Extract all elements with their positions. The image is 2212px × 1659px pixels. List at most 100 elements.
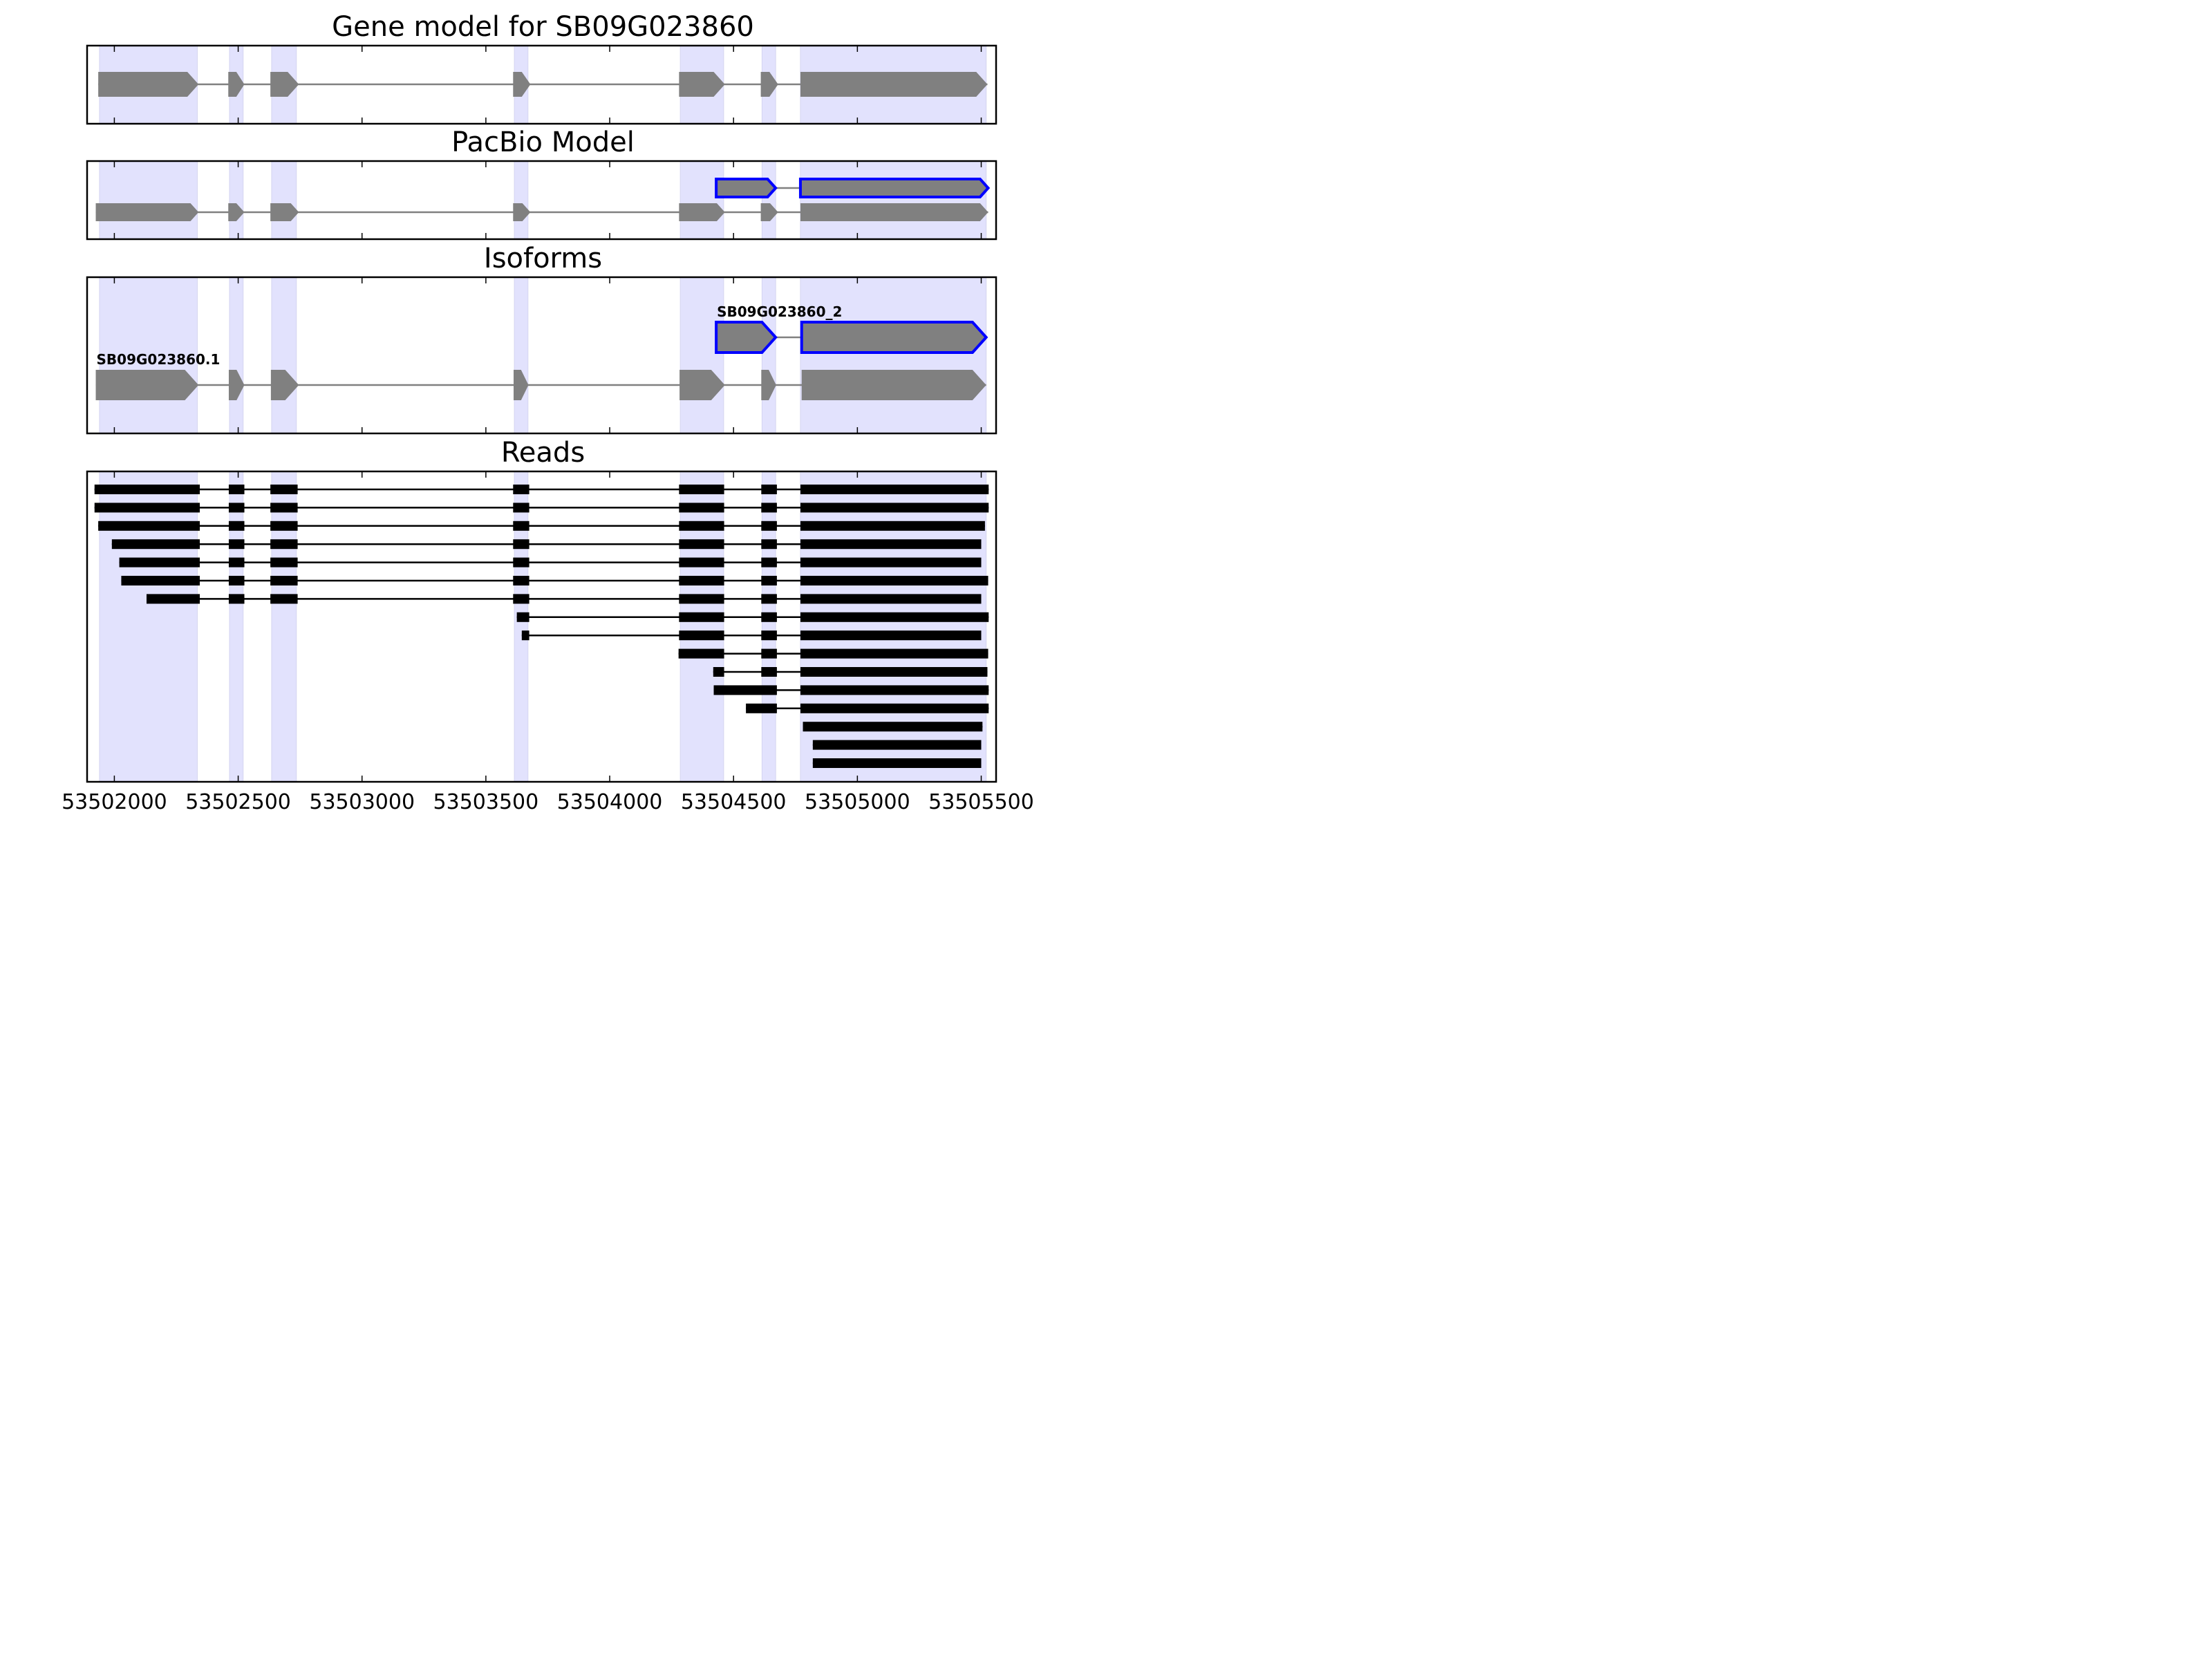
exon-highlight-band (99, 160, 198, 240)
read-block (800, 485, 989, 494)
read-block (111, 539, 200, 550)
read-block (121, 576, 200, 585)
panels-layer: Gene model for SB09G023860 PacBio Model Is… (86, 11, 997, 783)
transcript-track: SB09G023860_2 (715, 303, 988, 354)
read-block (679, 521, 724, 531)
transcript-track (95, 203, 988, 221)
exon-arrow (270, 370, 299, 400)
panel-frame (86, 276, 997, 435)
read-block (228, 539, 245, 550)
gene-structure-figure: Gene model for SB09G023860 PacBio Model Is… (62, 11, 1034, 813)
read-block (761, 521, 777, 531)
transcript-track (98, 72, 988, 97)
panel-1: Gene model for SB09G023860 (86, 11, 997, 125)
read-block (521, 630, 529, 641)
read-row (521, 630, 982, 641)
exon-highlight-band (761, 160, 776, 240)
read-block (228, 576, 245, 585)
read-row (94, 503, 989, 513)
exon-arrow (270, 72, 299, 97)
read-block (270, 485, 298, 494)
exon-arrow (228, 72, 245, 97)
x-tick-label: 53502000 (62, 790, 167, 813)
read-block (761, 539, 777, 550)
read-block (513, 521, 529, 531)
exon-arrow (800, 203, 988, 221)
read-block (270, 503, 298, 513)
exon-arrow (95, 370, 199, 400)
read-block (98, 521, 200, 531)
panel-frame (86, 160, 997, 241)
read-row (94, 485, 989, 494)
read-block (270, 594, 298, 604)
exon-arrow-outlined (798, 178, 991, 198)
read-block (270, 539, 298, 550)
exon-arrow (801, 370, 986, 400)
read-block (800, 557, 982, 568)
read-block (679, 503, 724, 513)
read-row (119, 557, 982, 568)
exon-arrow-outlined (715, 178, 778, 198)
read-block (800, 503, 989, 513)
exon-arrow (513, 72, 531, 97)
exon-highlight-band (229, 276, 244, 434)
exon-arrow (270, 203, 299, 221)
read-block (761, 485, 777, 494)
read-block (761, 648, 777, 659)
panel-title: PacBio Model (451, 126, 635, 158)
read-block (713, 685, 777, 695)
read-block (679, 576, 724, 585)
panel-frame (86, 44, 997, 125)
panel-title: Isoforms (484, 243, 602, 274)
exon-arrow (679, 72, 725, 97)
x-tick-label: 53505000 (805, 790, 910, 813)
read-block (228, 557, 245, 568)
exon-highlight-band (514, 160, 529, 240)
read-row (146, 594, 982, 604)
read-block (800, 667, 988, 677)
read-block (679, 485, 724, 494)
read-block (800, 576, 988, 585)
read-row (516, 612, 989, 622)
read-block (800, 521, 985, 531)
read-block (761, 630, 777, 641)
read-block (228, 521, 245, 531)
read-block (270, 576, 298, 585)
exon-highlight-band (514, 471, 529, 782)
exon-highlight-band (514, 276, 529, 434)
read-block (679, 630, 724, 641)
read-block (228, 503, 245, 513)
read-row (812, 758, 982, 768)
panel-4: Reads (86, 437, 997, 783)
read-block (800, 612, 989, 622)
x-tick-label: 53503500 (433, 790, 539, 813)
read-block (94, 485, 200, 494)
exon-arrow (761, 370, 776, 400)
x-tick-label: 53505500 (928, 790, 1034, 813)
read-block (761, 557, 777, 568)
isoform-label: SB09G023860_2 (717, 303, 842, 320)
exon-arrow (760, 72, 778, 97)
read-block (228, 594, 245, 604)
read-block (679, 539, 724, 550)
exon-highlight-band (761, 276, 776, 434)
read-row (812, 740, 982, 750)
read-block (270, 557, 298, 568)
exon-highlight-band (679, 276, 724, 434)
exon-arrow (679, 203, 725, 221)
exon-highlight-band (229, 471, 244, 782)
exon-highlight-band (679, 160, 724, 240)
read-block (761, 576, 777, 585)
exon-arrow (679, 370, 725, 400)
exon-highlight-band (271, 160, 297, 240)
read-block (800, 539, 982, 550)
read-block (94, 503, 200, 513)
read-block (679, 594, 724, 604)
exon-arrow (513, 203, 531, 221)
transcript-track (715, 178, 991, 198)
x-tick-label: 53503000 (309, 790, 415, 813)
read-row (713, 667, 988, 677)
exon-highlight-band (271, 276, 297, 434)
read-block (746, 703, 777, 713)
read-block (270, 521, 298, 531)
